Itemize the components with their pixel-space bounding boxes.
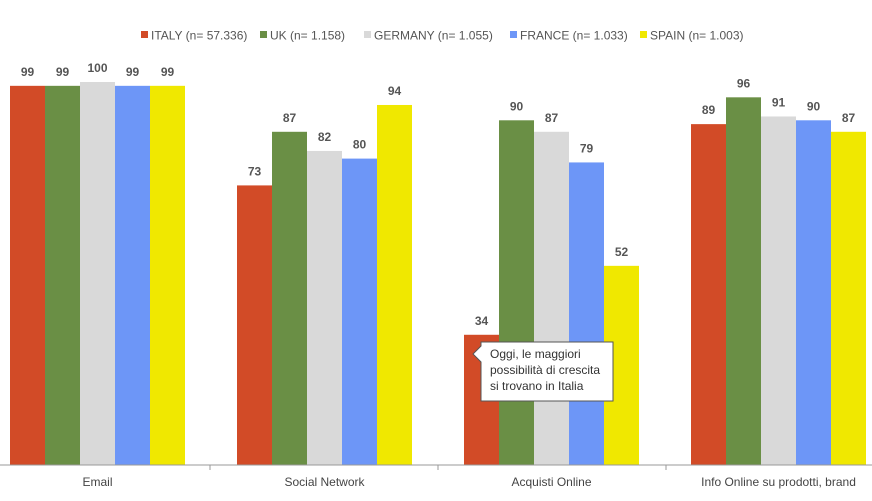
legend: ITALY (n= 57.336) UK (n= 1.158) GERMANY (n… (141, 29, 744, 43)
value-label-email-germany: 100 (87, 61, 107, 75)
category-labels: Email Social Network Acquisti Online Info O… (82, 475, 855, 489)
bar-email-uk (45, 85, 80, 465)
bar-social-network-uk (272, 131, 307, 466)
value-label-acquisti-online-germany: 87 (545, 111, 559, 125)
category-label-acquisti-online: Acquisti Online (511, 475, 591, 489)
legend-swatch (510, 31, 517, 38)
value-label-acquisti-online-italy: 34 (475, 314, 489, 328)
bar-email-france (115, 85, 150, 465)
bar-info-online-su-prodotti-brand-uk (726, 97, 761, 465)
callout-box (472, 341, 614, 402)
value-label-social-network-germany: 82 (318, 130, 332, 144)
value-label-social-network-italy: 73 (248, 164, 262, 178)
legend-label: SPAIN (n= 1.003) (650, 29, 744, 43)
bar-info-online-su-prodotti-brand-germany (761, 116, 796, 465)
legend-label: FRANCE (n= 1.033) (520, 29, 628, 43)
legend-item-uk: UK (n= 1.158) (260, 29, 345, 43)
legend-item-italy: ITALY (n= 57.336) (141, 29, 247, 43)
value-label-social-network-uk: 87 (283, 111, 297, 125)
bar-social-network-italy (237, 185, 272, 465)
value-label-acquisti-online-france: 79 (580, 141, 594, 155)
legend-label: GERMANY (n= 1.055) (374, 29, 493, 43)
value-label-email-italy: 99 (21, 65, 35, 79)
legend-item-spain: SPAIN (n= 1.003) (640, 29, 744, 43)
legend-swatch (364, 31, 371, 38)
bar-social-network-germany (307, 150, 342, 465)
callout-line-1: Oggi, le maggiori (490, 347, 581, 361)
legend-swatch (141, 31, 148, 38)
legend-item-france: FRANCE (n= 1.033) (510, 29, 628, 43)
bars (10, 82, 866, 466)
legend-label: UK (n= 1.158) (270, 29, 345, 43)
value-label-email-uk: 99 (56, 65, 70, 79)
value-label-info-online-su-prodotti-brand-germany: 91 (772, 95, 786, 109)
value-label-email-france: 99 (126, 65, 140, 79)
bar-info-online-su-prodotti-brand-italy (691, 124, 726, 465)
bar-email-italy (10, 85, 45, 465)
category-label-social-network: Social Network (284, 475, 365, 489)
bar-email-spain (150, 85, 185, 465)
value-label-acquisti-online-spain: 52 (615, 245, 629, 259)
bar-email-germany (80, 82, 115, 465)
value-label-email-spain: 99 (161, 65, 175, 79)
bar-social-network-spain (377, 104, 412, 465)
value-label-info-online-su-prodotti-brand-spain: 87 (842, 111, 856, 125)
value-label-acquisti-online-uk: 90 (510, 99, 524, 113)
value-label-info-online-su-prodotti-brand-france: 90 (807, 99, 821, 113)
bar-info-online-su-prodotti-brand-france (796, 120, 831, 466)
bar-acquisti-online-uk (499, 120, 534, 466)
bar-acquisti-online-france (569, 162, 604, 465)
callout-line-3: si trovano in Italia (490, 379, 584, 393)
value-label-social-network-france: 80 (353, 138, 367, 152)
category-label-email: Email (82, 475, 112, 489)
bar-acquisti-online-germany (534, 131, 569, 466)
bar-info-online-su-prodotti-brand-spain (831, 131, 866, 466)
legend-item-germany: GERMANY (n= 1.055) (364, 29, 493, 43)
x-axis-ticks (209, 465, 667, 470)
legend-label: ITALY (n= 57.336) (151, 29, 247, 43)
category-label-info-online-su-prodotti-brand: Info Online su prodotti, brand (701, 475, 856, 489)
value-label-info-online-su-prodotti-brand-italy: 89 (702, 103, 716, 117)
value-label-info-online-su-prodotti-brand-uk: 96 (737, 76, 751, 90)
callout-annotation: Oggi, le maggiori possibilità di crescit… (472, 341, 614, 402)
value-label-social-network-spain: 94 (388, 84, 402, 98)
value-labels: 99 99 100 99 99 73 87 82 80 94 34 90 87 79 52 89 96 91 90 8… (21, 61, 856, 328)
legend-swatch (640, 31, 647, 38)
legend-swatch (260, 31, 267, 38)
callout-line-2: possibilità di crescita (490, 363, 600, 377)
bar-social-network-france (342, 158, 377, 465)
